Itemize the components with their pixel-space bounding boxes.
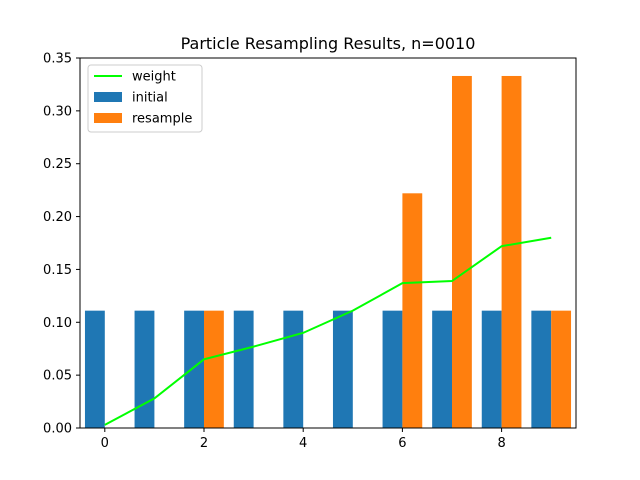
legend-label-weight: weight <box>132 70 176 85</box>
resample-bar-8 <box>501 75 522 428</box>
legend-swatch-initial <box>94 92 122 102</box>
initial-bar-2 <box>184 310 204 428</box>
axes-frame <box>79 57 577 429</box>
x-axis: 0 2 4 6 8 <box>101 428 506 451</box>
y-tick-label-5: 0.25 <box>43 157 72 172</box>
initial-bar-6 <box>382 310 403 428</box>
y-tick-label-0: 0.00 <box>43 422 72 437</box>
y-tick-label-2: 0.10 <box>43 316 72 331</box>
resample-bar-9 <box>551 310 572 428</box>
y-tick-label-1: 0.05 <box>43 369 72 384</box>
x-tick-label-6: 6 <box>398 436 406 451</box>
initial-bar-0 <box>84 310 105 428</box>
resample-bar-2 <box>204 310 224 428</box>
y-tick-label-3: 0.15 <box>43 263 72 278</box>
y-tick-label-7: 0.35 <box>43 52 72 67</box>
legend-label-resample: resample <box>132 112 192 127</box>
resample-bar-6 <box>402 193 423 428</box>
initial-bar-3 <box>233 310 254 428</box>
x-tick-label-4: 4 <box>299 436 307 451</box>
initial-bar-4 <box>283 310 304 428</box>
y-axis: 0.00 0.05 0.10 0.15 0.20 0.25 0.30 0.35 <box>43 52 80 437</box>
chart-title: Particle Resampling Results, n=0010 <box>181 34 476 53</box>
weight-line <box>104 236 552 426</box>
y-tick-label-6: 0.30 <box>43 104 72 119</box>
plot-area <box>84 75 572 428</box>
initial-bar-7 <box>432 310 452 428</box>
resample-bar-7 <box>452 75 472 428</box>
legend-label-initial: initial <box>132 91 168 106</box>
initial-bar-8 <box>481 310 502 428</box>
legend-swatch-resample <box>94 113 122 123</box>
x-tick-label-0: 0 <box>101 436 109 451</box>
initial-bar-5 <box>332 310 353 428</box>
x-tick-label-8: 8 <box>497 436 505 451</box>
legend: weight initial resample <box>87 64 203 133</box>
initial-bar-1 <box>134 310 155 428</box>
x-tick-label-2: 2 <box>200 436 208 451</box>
y-tick-label-4: 0.20 <box>43 210 72 225</box>
initial-bar-9 <box>531 310 552 428</box>
